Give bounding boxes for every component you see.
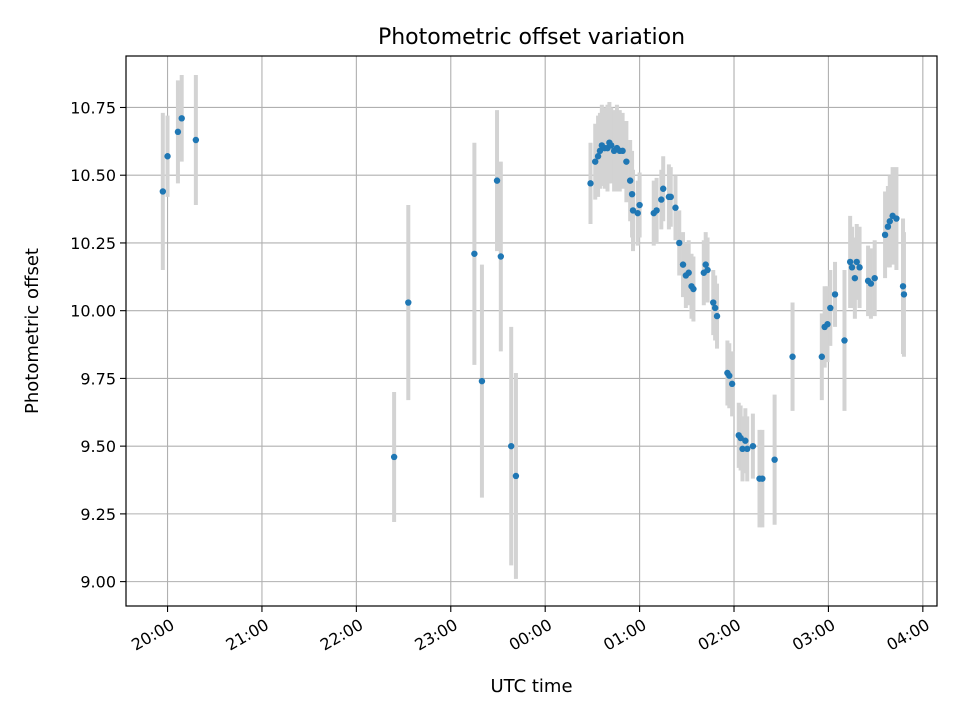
data-point xyxy=(744,445,751,453)
data-point xyxy=(818,353,826,360)
data-point xyxy=(478,377,486,385)
data-point xyxy=(667,193,674,201)
data-point xyxy=(676,239,683,247)
data-point xyxy=(512,472,520,480)
data-point xyxy=(596,147,604,155)
data-point xyxy=(710,299,717,306)
data-point xyxy=(831,291,839,298)
data-point xyxy=(178,115,185,122)
data-point xyxy=(871,274,878,282)
data-point xyxy=(405,299,412,306)
data-point xyxy=(629,207,637,214)
data-point xyxy=(824,321,831,328)
data-point xyxy=(789,353,796,360)
data-point xyxy=(497,253,505,260)
y-axis-label: Photometric offset xyxy=(22,248,43,414)
data-point xyxy=(660,185,667,192)
y-tick-label: 10.00 xyxy=(70,302,116,321)
data-point xyxy=(587,180,594,187)
data-point xyxy=(728,380,736,388)
data-point xyxy=(867,280,875,287)
data-point xyxy=(846,258,854,266)
data-point xyxy=(742,437,749,444)
data-point xyxy=(623,158,630,165)
data-point xyxy=(471,250,478,257)
data-point xyxy=(164,153,171,160)
y-tick-label: 9.75 xyxy=(80,369,116,388)
x-axis-label: UTC time xyxy=(490,676,572,697)
y-tick-label: 10.25 xyxy=(70,234,116,253)
plot-frame xyxy=(125,55,938,607)
y-axis: 9.00 9.25 9.50 9.75 10.00 10.25 10.50 10.75 xyxy=(70,98,126,592)
data-point xyxy=(508,442,515,450)
data-point xyxy=(192,136,200,144)
data-point xyxy=(848,264,856,271)
y-tick-label: 9.50 xyxy=(80,437,116,456)
y-tick-label: 9.00 xyxy=(80,573,116,592)
y-tick-label: 9.25 xyxy=(80,505,116,524)
data-point xyxy=(174,128,182,136)
data-point xyxy=(851,274,859,282)
data-point xyxy=(594,153,602,160)
data-point xyxy=(713,312,721,320)
data-point xyxy=(771,456,778,463)
data-point xyxy=(493,177,501,184)
y-tick-label: 10.50 xyxy=(70,166,116,185)
data-point xyxy=(841,337,848,344)
data-point xyxy=(672,204,679,211)
data-point xyxy=(739,445,746,453)
data-point xyxy=(726,372,733,379)
data-point xyxy=(759,475,766,482)
data-point xyxy=(159,188,167,195)
grid xyxy=(126,56,937,606)
data-point xyxy=(690,285,697,293)
data-point xyxy=(711,304,719,312)
data-point xyxy=(679,261,687,268)
data-point xyxy=(900,291,908,298)
data-point xyxy=(856,264,863,271)
data-point xyxy=(884,223,892,230)
data-point xyxy=(628,190,636,198)
data-point xyxy=(886,218,893,225)
data-point xyxy=(702,261,709,268)
data-point xyxy=(737,434,744,442)
data-point xyxy=(881,231,889,239)
data-point xyxy=(893,215,900,222)
data-point xyxy=(827,304,834,312)
data-point xyxy=(704,266,711,274)
data-point xyxy=(636,201,643,209)
data-point xyxy=(749,442,757,450)
chart-title: Photometric offset variation xyxy=(378,25,685,50)
data-point xyxy=(899,283,907,290)
data-point xyxy=(626,177,634,184)
data-point xyxy=(619,147,626,155)
data-point xyxy=(390,453,398,461)
data-points xyxy=(159,115,908,482)
data-point xyxy=(592,158,599,165)
data-point xyxy=(658,196,665,203)
data-point xyxy=(653,207,660,214)
data-point xyxy=(634,209,641,217)
data-point xyxy=(608,142,615,149)
y-tick-label: 10.75 xyxy=(70,98,116,117)
data-point xyxy=(685,269,692,276)
data-point xyxy=(853,258,860,266)
